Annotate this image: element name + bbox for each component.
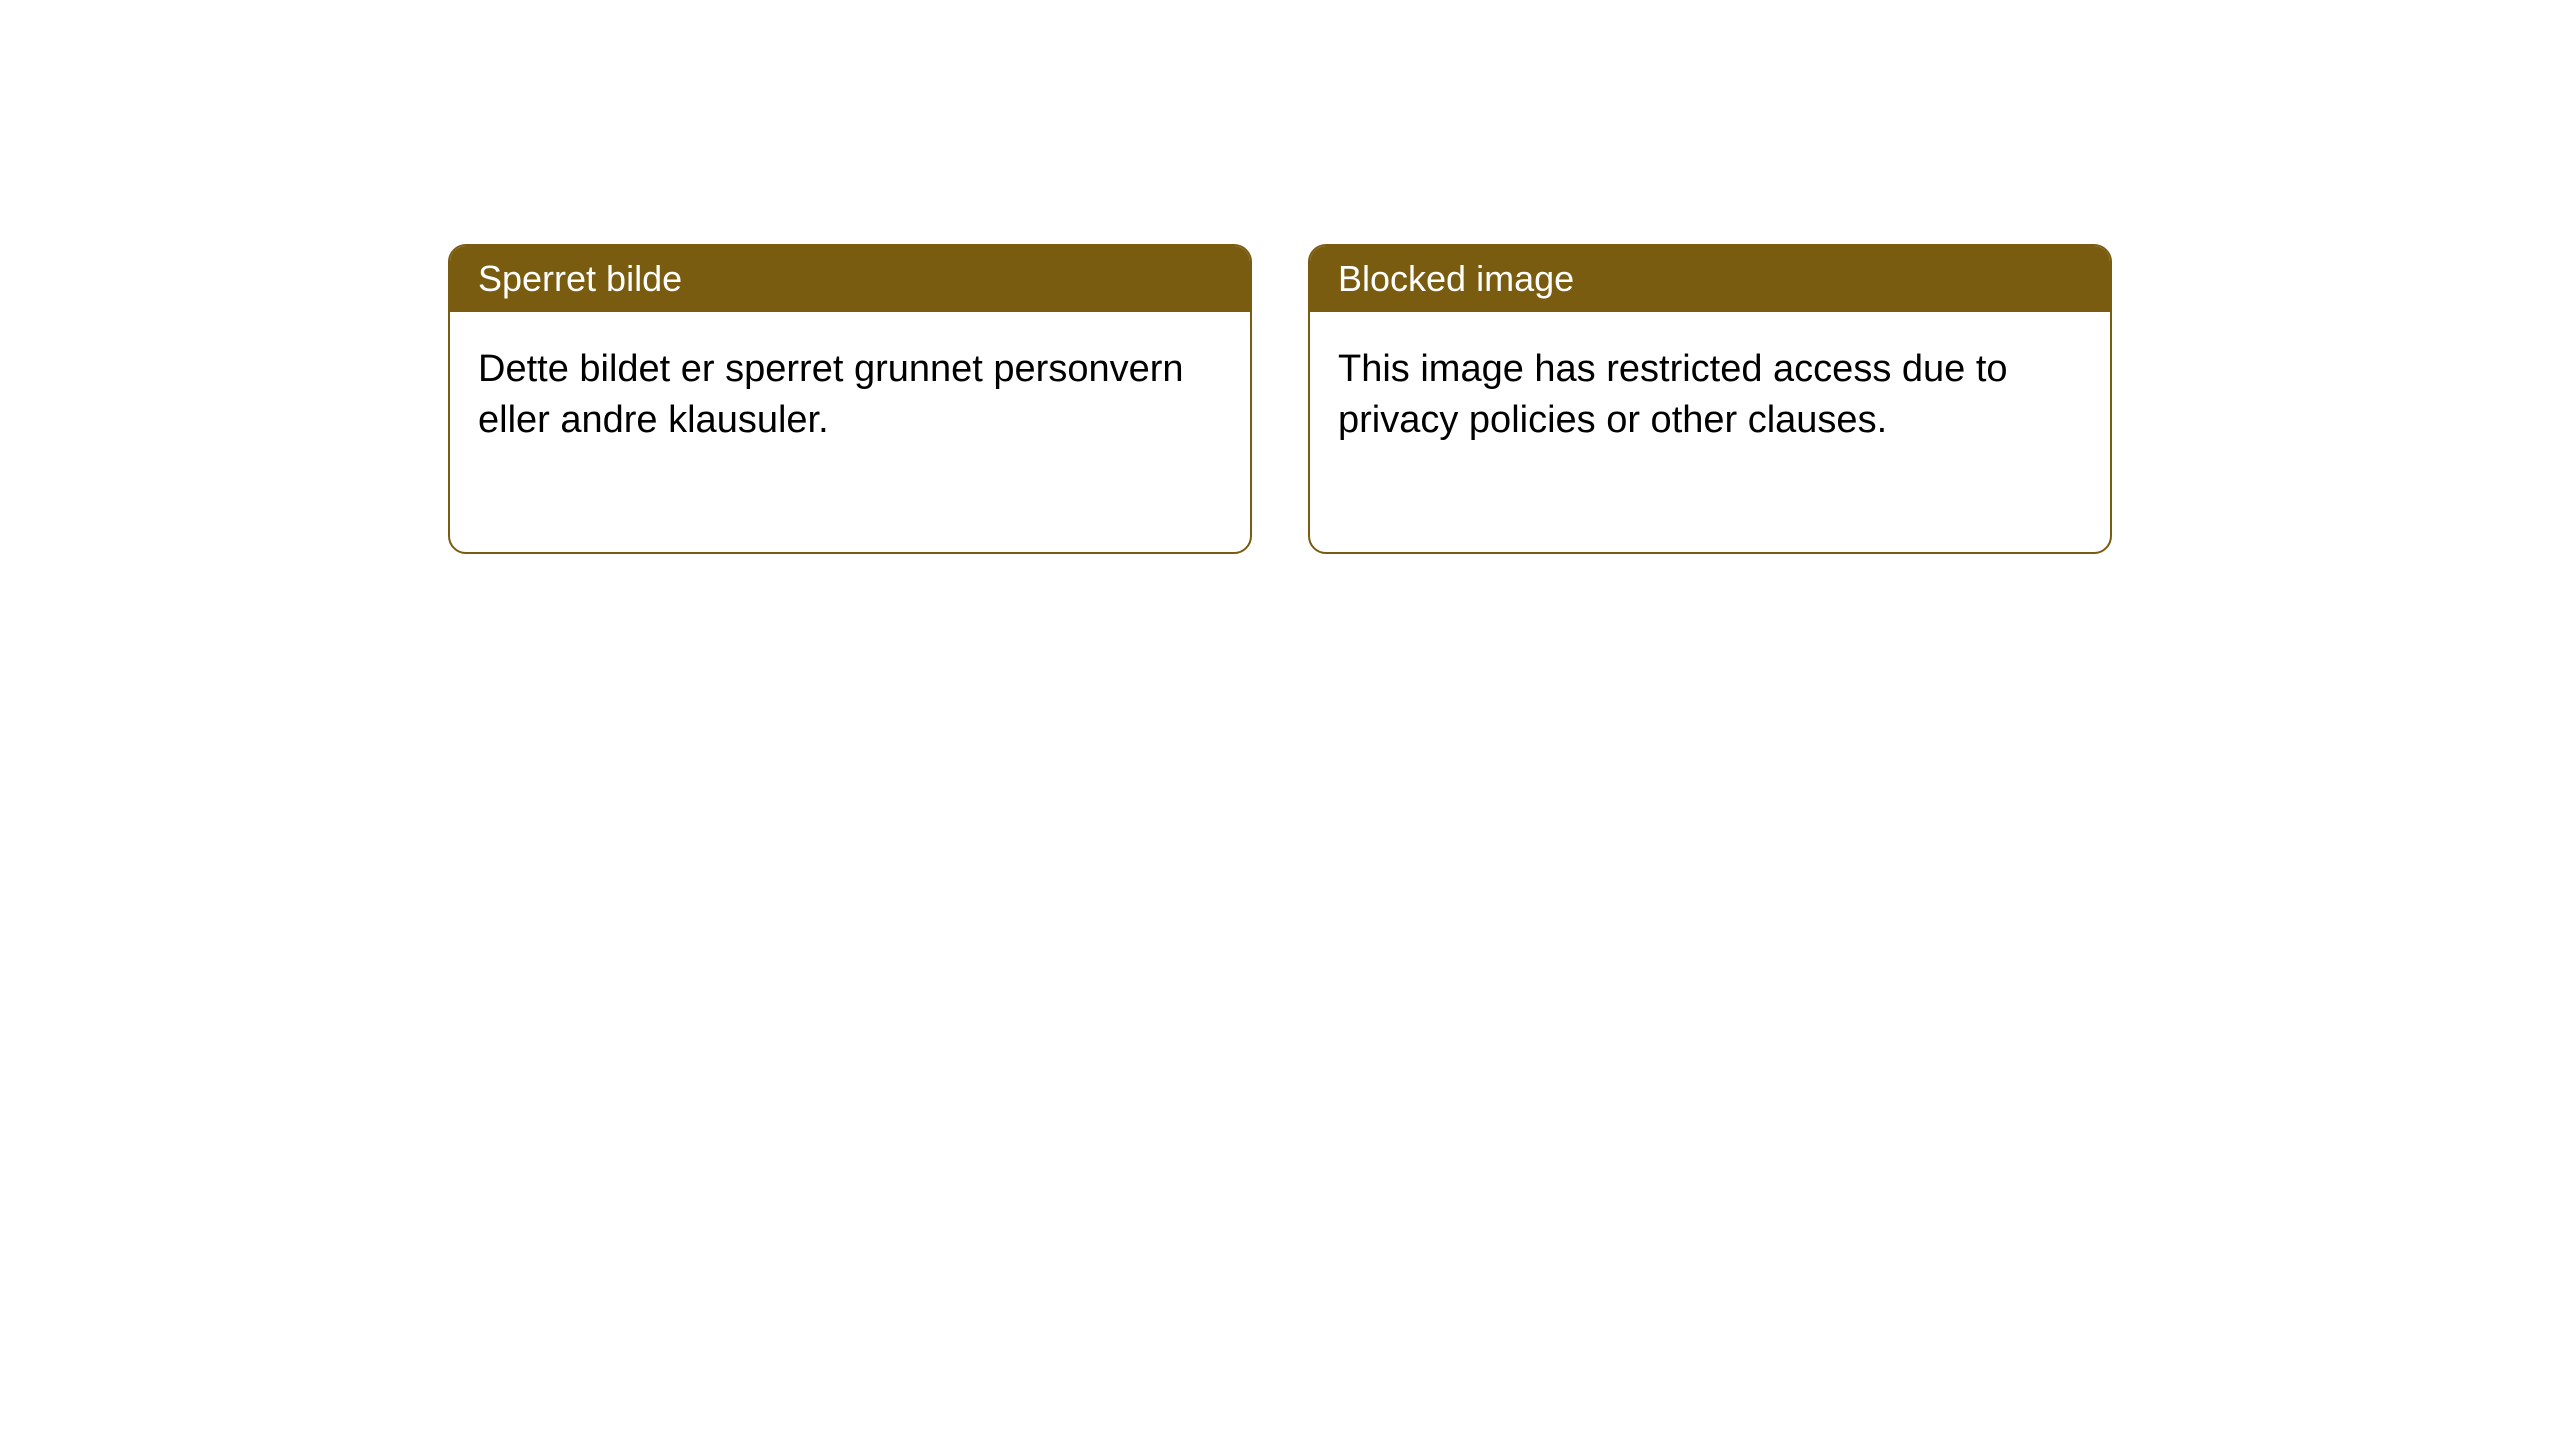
notice-card-english: Blocked image This image has restricted … (1308, 244, 2112, 554)
notice-header: Blocked image (1310, 246, 2110, 312)
notice-body: This image has restricted access due to … (1310, 312, 2110, 552)
notice-body: Dette bildet er sperret grunnet personve… (450, 312, 1250, 552)
notice-card-norwegian: Sperret bilde Dette bildet er sperret gr… (448, 244, 1252, 554)
notice-header: Sperret bilde (450, 246, 1250, 312)
notice-container: Sperret bilde Dette bildet er sperret gr… (448, 244, 2112, 554)
